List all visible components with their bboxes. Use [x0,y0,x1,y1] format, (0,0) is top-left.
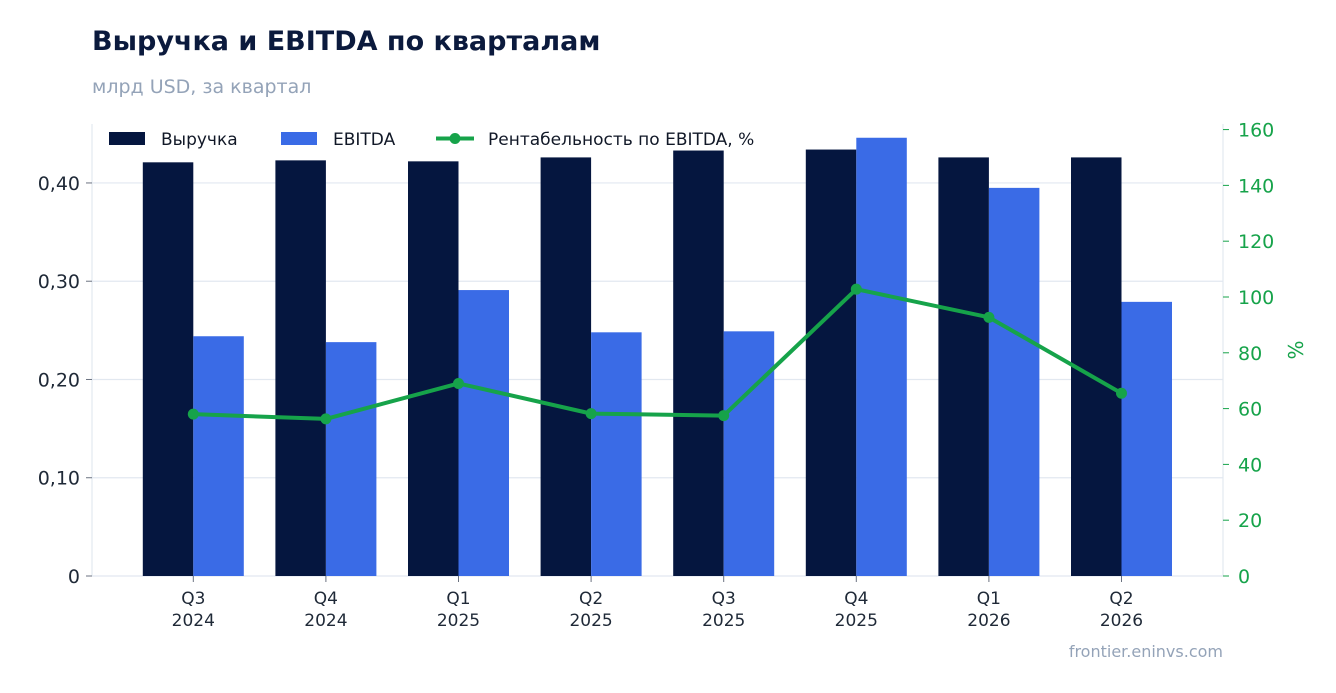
chart-title: Выручка и EBITDA по кварталам [92,26,601,57]
right-axis-label: % [1284,340,1308,359]
margin-point [983,311,995,323]
ebitda-bar [1121,301,1172,576]
legend-marker-margin [449,133,461,144]
x-tick-label: Q2 [579,589,603,609]
margin-point [1116,387,1127,399]
revenue-bar [275,160,326,577]
x-tick-label: Q4 [844,589,868,609]
x-tick-label: Q3 [181,589,205,609]
right-tick-label: 40 [1238,454,1262,476]
revenue-bar [805,149,857,576]
ebitda-bar [458,290,509,576]
ebitda-bar [988,187,1040,576]
x-tick-label: Q3 [712,589,736,609]
ebitda-bar [856,137,907,576]
right-tick-label: 20 [1238,510,1262,532]
ebitda-bar [591,332,642,576]
revenue-bar [142,162,194,577]
margin-point [320,413,332,425]
ebitda-bar [723,331,775,576]
revenue-bar [938,157,989,576]
x-tick-label: 2025 [569,611,612,631]
margin-point [850,283,862,295]
margin-point [453,377,464,389]
x-tick-label: 2025 [702,611,745,631]
left-tick-label: 0,40 [38,173,80,195]
revenue-bar [673,150,724,576]
margin-point [187,408,199,420]
margin-line [191,287,1124,421]
revenue-bar [540,157,592,576]
x-tick-label: 2026 [1100,611,1143,631]
right-tick-label: 80 [1238,343,1262,365]
left-tick-label: 0,20 [38,369,80,391]
x-tick-label: Q2 [1109,589,1133,609]
legend-label-revenue: Выручка [161,130,238,150]
right-tick-label: 0 [1238,566,1250,588]
legend: Выручка EBITDA Рентабельность по EBITDA, % [109,130,754,150]
x-tick-label: 2025 [835,611,878,631]
x-tick-label: Q4 [314,589,338,609]
x-tick-label: 2026 [967,611,1010,631]
revenue-bar [408,161,459,577]
right-tick-label: 100 [1238,287,1274,309]
x-tick-label: 2025 [437,611,480,631]
source-credit: frontier.eninvs.com [1068,642,1223,661]
right-tick-label: 140 [1238,175,1274,197]
legend-swatch-revenue [109,132,145,145]
legend-swatch-ebitda [281,132,317,145]
legend-label-ebitda: EBITDA [333,130,396,150]
x-tick-label: Q1 [446,589,470,609]
right-tick-label: 120 [1238,231,1274,253]
left-tick-label: 0,10 [38,468,80,490]
right-tick-label: 60 [1238,399,1262,421]
x-tick-label: Q1 [977,589,1001,609]
left-tick-label: 0,30 [38,271,80,293]
legend-label-margin: Рентабельность по EBITDA, % [488,130,754,150]
left-tick-label: 0 [68,566,80,588]
x-tick-label: 2024 [172,611,215,631]
ebitda-bar [193,336,244,576]
margin-point [718,410,730,422]
revenue-bar [1071,157,1122,576]
ebitda-bar [325,342,377,576]
right-tick-label: 160 [1238,120,1274,142]
x-tick-label: 2024 [304,611,347,631]
chart-subtitle: млрд USD, за квартал [92,76,312,98]
margin-point [585,408,597,420]
